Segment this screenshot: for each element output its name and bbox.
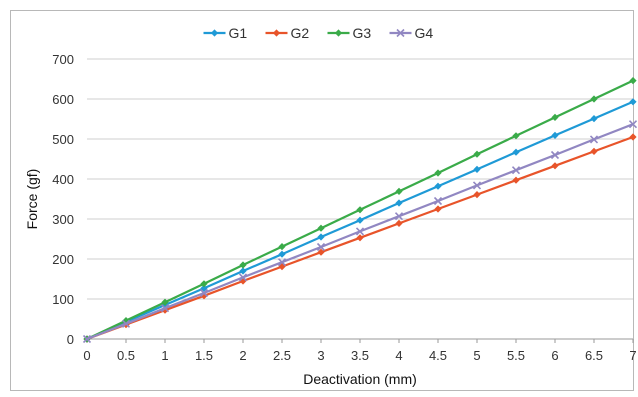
data-point-g1 (317, 233, 325, 241)
legend-label-g2: G2 (291, 25, 310, 41)
x-tick-label: 0.5 (117, 348, 135, 363)
data-point-g2 (473, 191, 481, 199)
data-point-g2 (629, 133, 637, 141)
data-point-g2 (161, 306, 169, 314)
data-point-g2 (356, 234, 364, 242)
y-tick-label: 400 (52, 172, 74, 187)
data-point-g3 (590, 95, 598, 103)
data-point-g4 (82, 334, 92, 344)
legend-item-g2: G2 (265, 25, 310, 41)
data-point-g4 (199, 288, 209, 298)
data-point-g3 (317, 224, 325, 232)
data-point-g1 (512, 148, 520, 156)
data-point-g4 (511, 166, 521, 175)
data-point-g3 (122, 317, 130, 325)
data-point-g2 (434, 205, 442, 213)
data-point-g3 (278, 243, 286, 251)
x-tick-label: 2.5 (273, 348, 291, 363)
series-lines (82, 77, 638, 344)
data-point-g4 (160, 304, 170, 313)
y-axis-title: Force (gf) (24, 169, 40, 230)
data-point-g1 (434, 182, 442, 190)
data-point-g1 (473, 165, 481, 173)
axes: 0 100 200 300 400 500 600 700 0 0.5 1 1.5 2 2.5 3 3.5 4 4… (52, 52, 636, 363)
y-tick-label: 600 (52, 92, 74, 107)
data-point-g2 (512, 176, 520, 184)
x-tick-label: 4 (395, 348, 402, 363)
y-tick-label: 100 (52, 292, 74, 307)
legend-label-g3: G3 (353, 25, 372, 41)
legend-marker-g2 (272, 29, 281, 37)
data-point-g1 (551, 131, 559, 139)
x-tick-label: 6 (551, 348, 558, 363)
data-point-g4 (355, 227, 365, 236)
x-tick-label: 1 (161, 348, 168, 363)
legend-label-g1: G1 (229, 25, 248, 41)
data-point-g3 (512, 132, 520, 140)
data-point-g1 (590, 115, 598, 123)
x-tick-label: 1.5 (195, 348, 213, 363)
data-point-g2 (395, 219, 403, 227)
legend-label-g4: G4 (415, 25, 434, 41)
data-point-g4 (433, 196, 443, 206)
data-point-g4 (121, 319, 131, 328)
data-point-g3 (551, 113, 559, 121)
x-tick-label: 6.5 (585, 348, 603, 363)
x-tick-label: 0 (83, 348, 90, 363)
x-tick-label: 3.5 (351, 348, 369, 363)
x-tick-label: 5 (473, 348, 480, 363)
y-tick-label: 700 (52, 52, 74, 67)
data-point-g4 (277, 258, 287, 267)
data-point-g1 (200, 284, 208, 292)
legend-item-g3: G3 (327, 25, 372, 41)
data-point-g4 (628, 120, 638, 129)
legend-marker-g4 (396, 28, 405, 38)
data-point-g3 (395, 187, 403, 195)
legend-marker-g3 (334, 29, 343, 37)
data-point-g1 (395, 199, 403, 207)
data-point-g1 (239, 267, 247, 275)
data-point-g3 (200, 280, 208, 288)
data-point-g1 (629, 98, 637, 106)
data-point-g3 (356, 206, 364, 214)
y-tick-label: 500 (52, 132, 74, 147)
y-tick-label: 0 (67, 332, 74, 347)
data-point-g4 (394, 212, 404, 221)
x-tick-label: 4.5 (429, 348, 447, 363)
legend: G1 G2 G3 G4 (203, 25, 434, 41)
y-tick-label: 200 (52, 252, 74, 267)
data-point-g3 (161, 298, 169, 306)
data-point-g1 (356, 216, 364, 224)
legend-item-g1: G1 (203, 25, 248, 41)
data-point-g2 (551, 162, 559, 170)
data-point-g3 (434, 169, 442, 177)
data-point-g2 (590, 147, 598, 155)
data-point-g4 (589, 135, 599, 144)
x-axis-title: Deactivation (mm) (303, 371, 417, 387)
data-point-g3 (629, 77, 637, 85)
data-point-g4 (238, 273, 248, 282)
x-tick-label: 7 (629, 348, 636, 363)
x-tick-label: 5.5 (507, 348, 525, 363)
data-point-g4 (472, 181, 482, 190)
legend-item-g4: G4 (389, 25, 434, 41)
data-point-g1 (278, 250, 286, 258)
data-point-g4 (316, 242, 326, 252)
data-point-g3 (239, 261, 247, 269)
legend-marker-g1 (210, 29, 219, 37)
x-tick-label: 3 (317, 348, 324, 363)
x-tick-label: 2 (239, 348, 246, 363)
data-point-g4 (550, 150, 560, 160)
y-tick-label: 300 (52, 212, 74, 227)
data-point-g3 (473, 150, 481, 158)
data-point-g2 (317, 248, 325, 256)
